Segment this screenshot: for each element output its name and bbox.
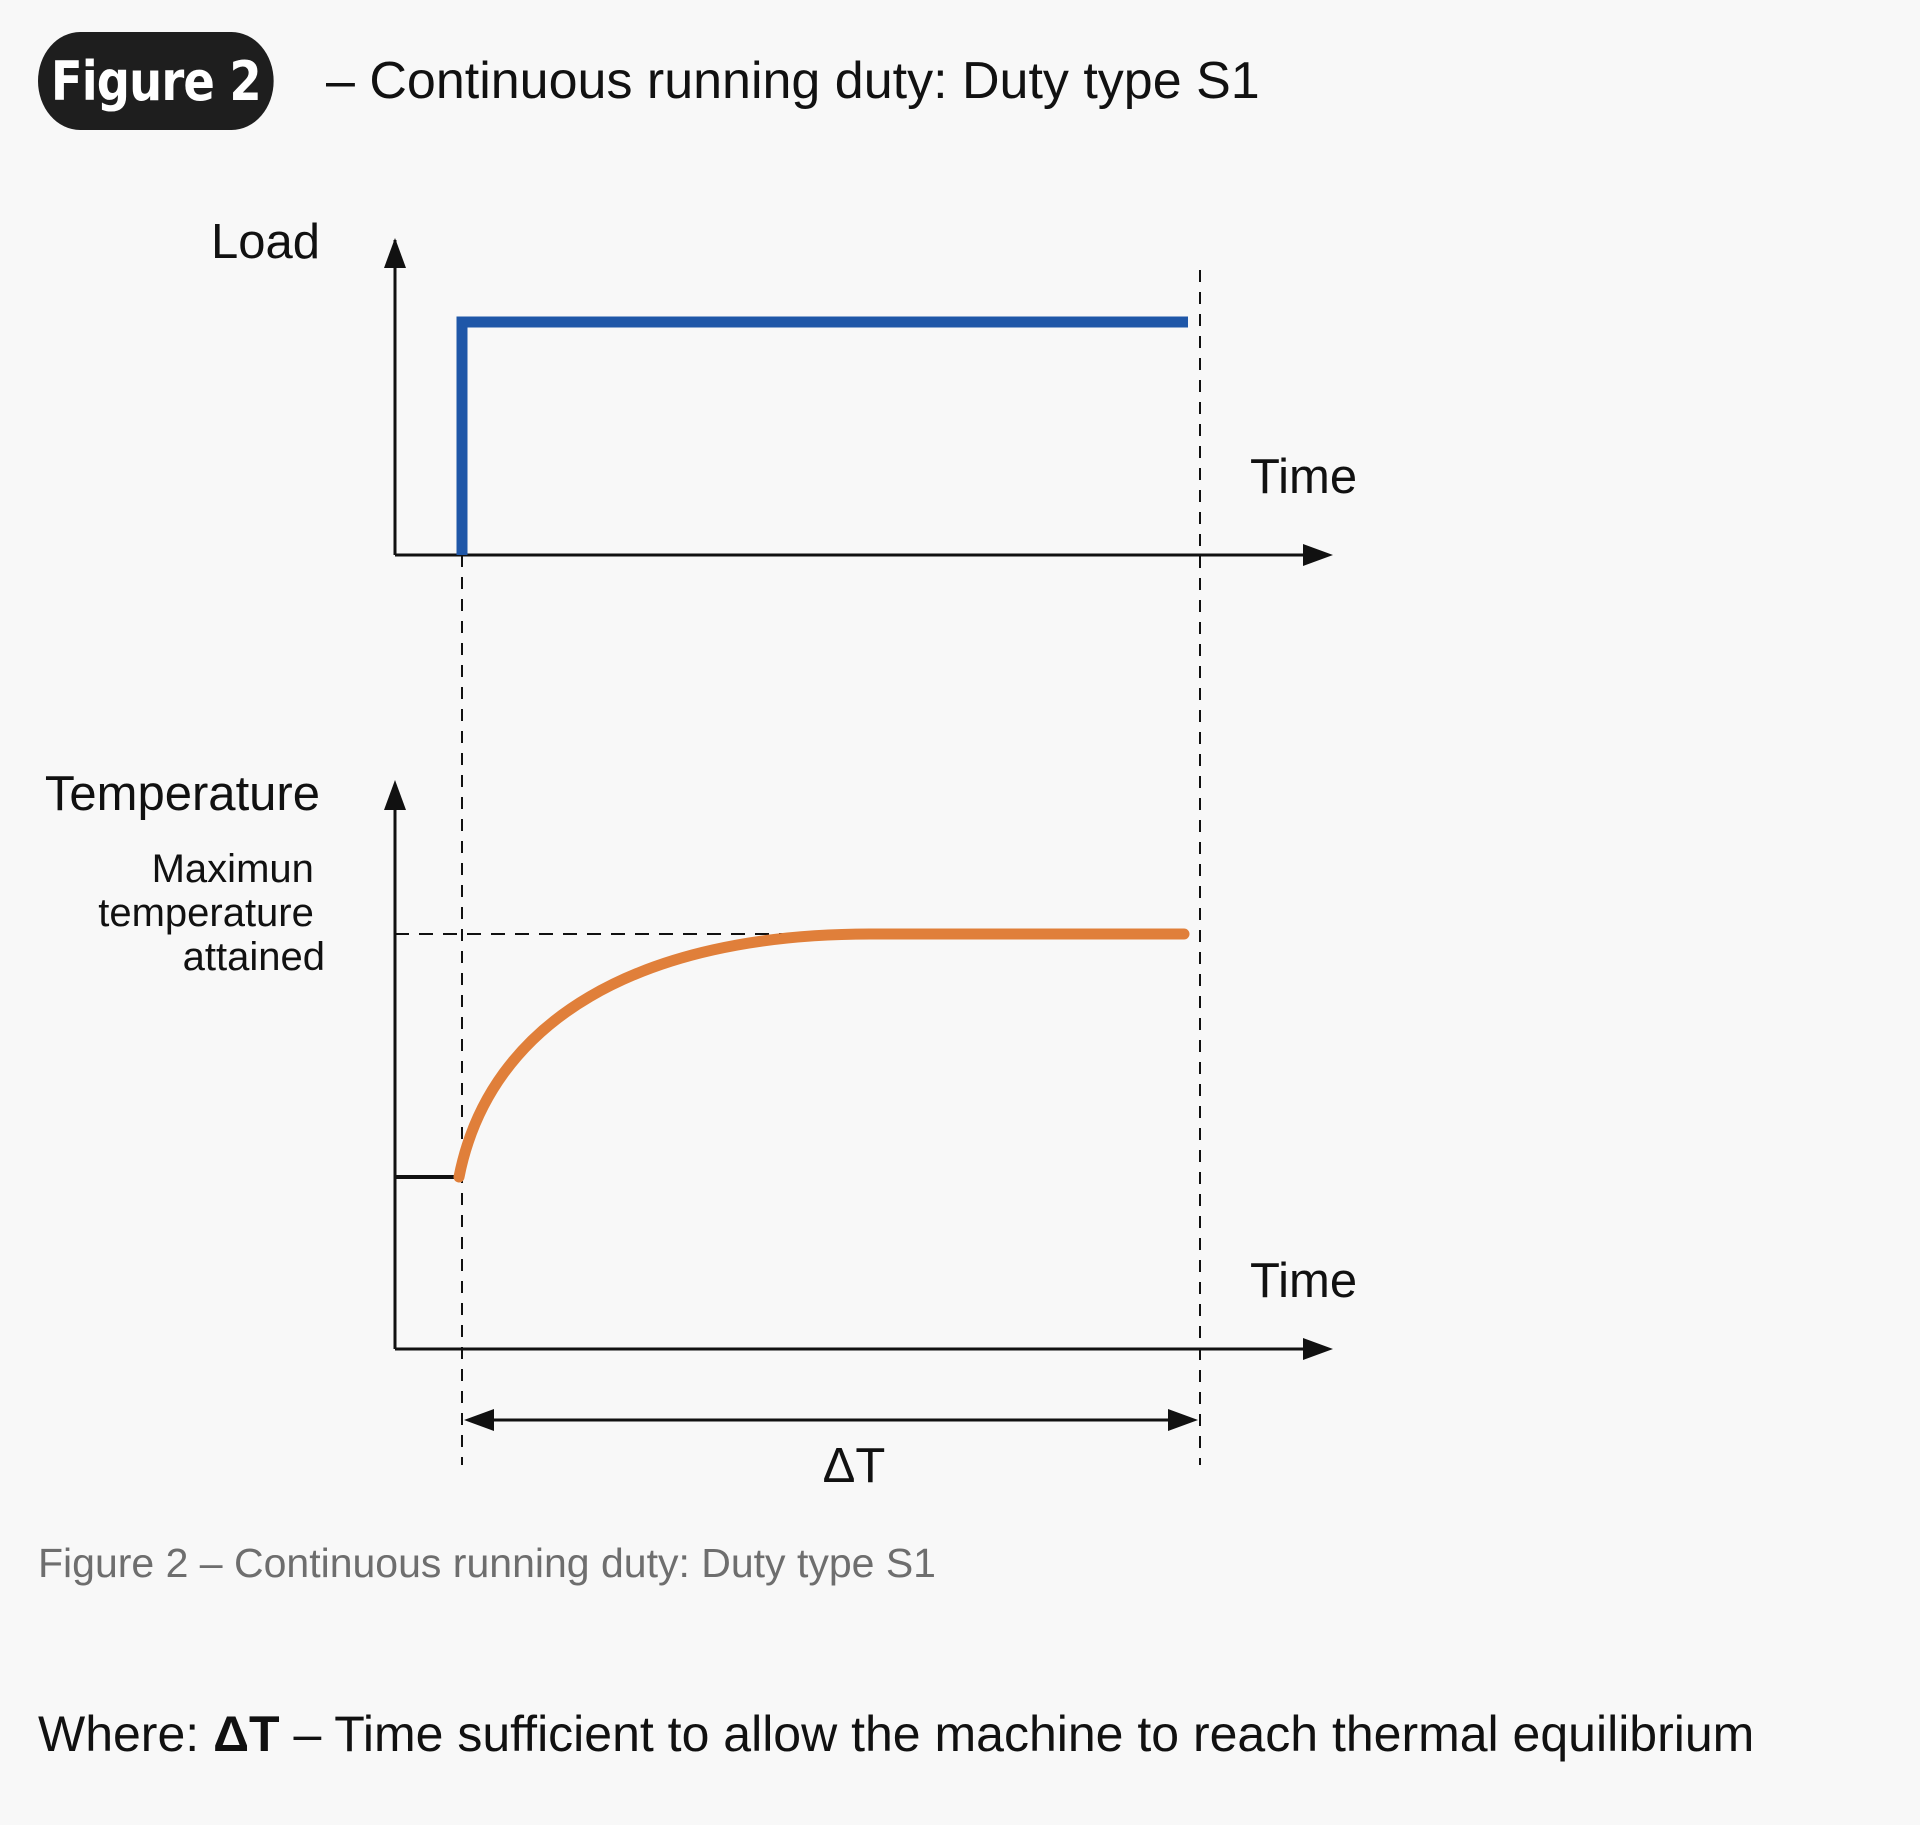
temperature-rise-curve <box>453 928 1190 1183</box>
figure-title: – Continuous running duty: Duty type S1 <box>326 52 1260 110</box>
load-step-line <box>456 316 1188 555</box>
max-temp-label-line-3: attained <box>183 935 325 979</box>
max-temp-label-line-1: Maximun <box>152 847 314 891</box>
load-y-axis-arrow-icon <box>384 238 406 268</box>
max-temp-label: Maximun temperature attained <box>98 847 325 979</box>
load-axis-label: Load <box>211 215 320 269</box>
delta-t-label: ΔT <box>823 1439 886 1493</box>
temp-time-label: Time <box>1250 1254 1357 1308</box>
load-x-axis-arrow-icon <box>1303 544 1333 566</box>
temp-axis-label: Temperature <box>45 767 320 821</box>
footnote-text: – Time sufficient to allow the machine t… <box>279 1706 1755 1762</box>
figure-badge: Figure 2 <box>38 32 274 130</box>
load-time-label: Time <box>1250 450 1357 504</box>
footnote-prefix: Where: <box>38 1706 214 1762</box>
delta-t-right-arrow-icon <box>1168 1409 1198 1431</box>
delta-t-left-arrow-icon <box>464 1409 494 1431</box>
figure-header: Figure 2 – Continuous running duty: Duty… <box>38 32 1260 130</box>
figure-caption: Figure 2 – Continuous running duty: Duty… <box>38 1540 936 1586</box>
temp-y-axis-arrow-icon <box>384 780 406 810</box>
footnote-symbol: ΔT <box>213 1706 280 1762</box>
max-temp-label-line-2: temperature <box>98 891 314 935</box>
footnote: Where: ΔT – Time sufficient to allow the… <box>38 1705 1754 1763</box>
temp-x-axis-arrow-icon <box>1303 1338 1333 1360</box>
